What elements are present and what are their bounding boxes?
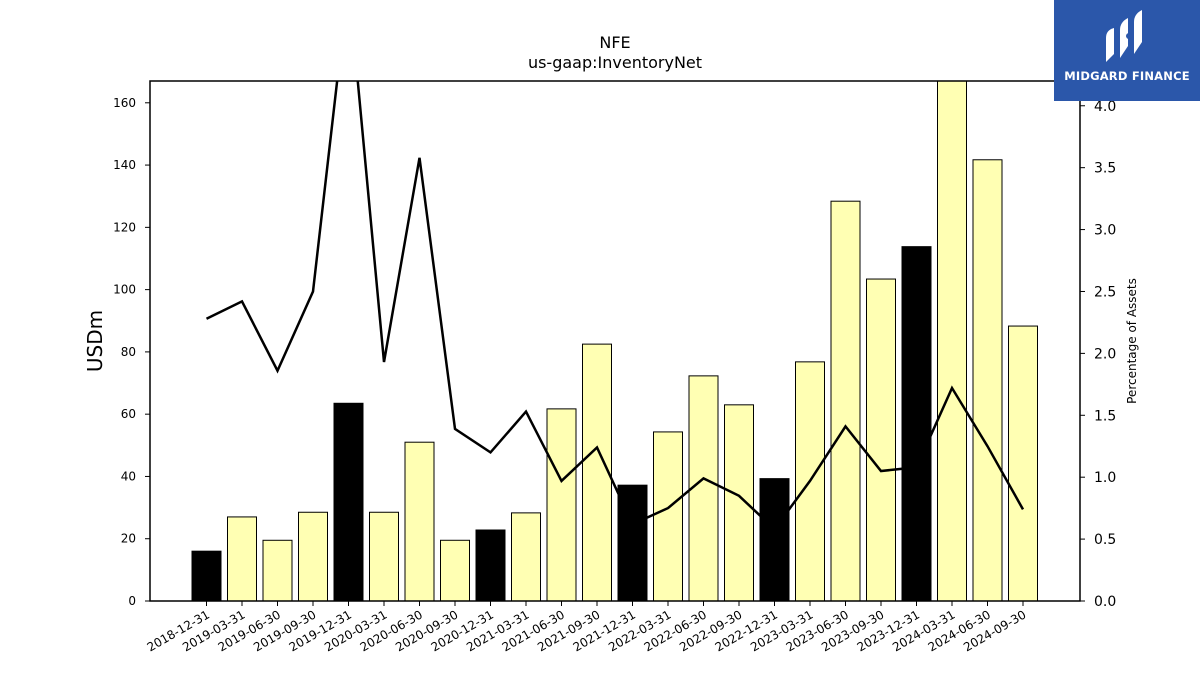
y-tick-label: 40 <box>121 469 136 483</box>
y-right-tick-label: 0.0 <box>1094 594 1116 610</box>
bar <box>333 402 364 602</box>
y-tick-label: 140 <box>113 158 136 172</box>
bar <box>440 539 470 602</box>
line-group <box>205 81 1025 532</box>
bar <box>1008 325 1038 602</box>
logo-text: MIDGARD FINANCE <box>1064 69 1190 83</box>
y-right-tick-label: 4.0 <box>1094 99 1116 115</box>
bar <box>724 404 754 602</box>
bar <box>937 80 967 602</box>
chart-title: NFE <box>599 33 630 52</box>
y-tick-label: 0 <box>128 594 136 608</box>
bar <box>972 159 1003 602</box>
y-right-tick-label: 2.0 <box>1094 346 1116 362</box>
y-tick-label: 60 <box>121 407 136 421</box>
percentage-line <box>205 81 1025 532</box>
y-tick-label: 80 <box>121 345 136 359</box>
bar <box>546 408 577 602</box>
bar <box>404 441 435 602</box>
bar <box>191 550 222 602</box>
chart-subtitle: us-gaap:InventoryNet <box>528 53 702 72</box>
y-right-tick-label: 0.5 <box>1094 532 1116 548</box>
bar <box>511 512 541 602</box>
bar <box>653 431 683 602</box>
y-tick-label: 160 <box>113 96 136 110</box>
bar <box>759 478 790 602</box>
bar <box>582 343 612 602</box>
y-axis-label: USDm <box>83 310 107 372</box>
y-tick-label: 100 <box>113 283 136 297</box>
y-right-tick-label: 3.0 <box>1094 223 1116 239</box>
bar <box>262 539 293 602</box>
plot-frame <box>149 80 1081 602</box>
bar <box>369 511 399 602</box>
bar <box>227 516 257 602</box>
bar <box>475 529 506 602</box>
bar <box>688 375 719 602</box>
y-axis-right-label: Percentage of Assets <box>1125 278 1139 404</box>
y-tick-label: 120 <box>113 220 136 234</box>
bar <box>830 200 861 602</box>
y-right-tick-label: 2.5 <box>1094 284 1116 300</box>
y-right-tick-label: 1.5 <box>1094 408 1116 424</box>
y-tick-label: 20 <box>121 532 136 546</box>
y-right-tick-label: 3.5 <box>1094 161 1116 177</box>
bars-group <box>191 80 1038 602</box>
midgard-finance-logo: MIDGARD FINANCE <box>1054 0 1200 101</box>
bar <box>298 511 328 602</box>
y-right-tick-label: 1.0 <box>1094 470 1116 486</box>
logo-mark-icon <box>1106 10 1142 62</box>
bar <box>866 278 896 602</box>
bar <box>901 246 932 602</box>
